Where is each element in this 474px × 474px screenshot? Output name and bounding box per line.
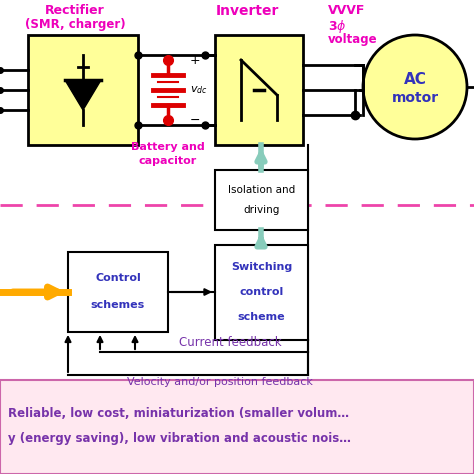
Text: +: + [190, 54, 201, 66]
Text: driving: driving [243, 205, 280, 215]
Text: Current feedback: Current feedback [179, 336, 281, 349]
Text: (SMR, charger): (SMR, charger) [25, 18, 125, 31]
Text: $v_{dc}$: $v_{dc}$ [190, 84, 208, 96]
Text: voltage: voltage [328, 33, 378, 46]
Text: Battery and: Battery and [131, 142, 205, 152]
Text: Rectifier: Rectifier [45, 4, 105, 17]
Text: 3$\phi$: 3$\phi$ [328, 18, 346, 35]
Bar [215, 245, 308, 340]
Text: motor: motor [392, 91, 438, 105]
Text: Control: Control [95, 273, 141, 283]
Bar [215, 35, 303, 145]
Text: AC: AC [403, 72, 427, 86]
Text: Reliable, low cost, miniaturization (smaller volum…: Reliable, low cost, miniaturization (sma… [8, 407, 349, 420]
Text: −: − [190, 113, 201, 127]
Text: Velocity and/or position feedback: Velocity and/or position feedback [127, 377, 313, 387]
Text: capacitor: capacitor [139, 156, 197, 166]
Text: schemes: schemes [91, 300, 145, 310]
Text: Isolation and: Isolation and [228, 185, 295, 195]
Bar [28, 35, 138, 145]
Text: y (energy saving), low vibration and acoustic nois…: y (energy saving), low vibration and aco… [8, 432, 351, 445]
Polygon shape [65, 80, 101, 110]
Text: Switching: Switching [231, 262, 292, 272]
Bar [0, 380, 474, 474]
Bar [68, 252, 168, 332]
Text: scheme: scheme [237, 312, 285, 322]
Text: VVVF: VVVF [328, 4, 365, 17]
Text: Inverter: Inverter [215, 4, 279, 18]
Bar [215, 170, 308, 230]
Text: control: control [239, 287, 283, 297]
Circle shape [363, 35, 467, 139]
